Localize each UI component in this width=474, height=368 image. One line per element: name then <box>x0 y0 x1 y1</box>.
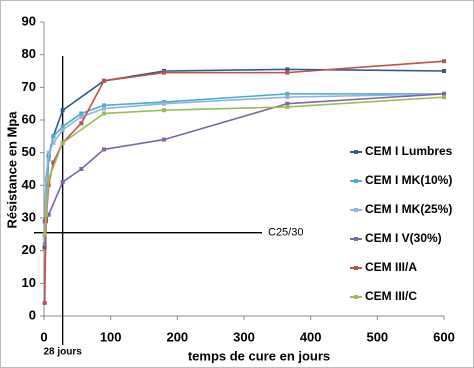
data-point <box>51 134 56 139</box>
data-point <box>42 235 47 240</box>
legend-marker <box>354 237 358 241</box>
x-tick-label: 0 <box>40 329 47 344</box>
data-point <box>79 167 84 171</box>
data-point <box>442 69 446 73</box>
x-tick-label: 400 <box>300 329 322 344</box>
y-tick-label: 10 <box>22 275 36 290</box>
data-point <box>102 106 106 111</box>
data-point <box>44 212 48 217</box>
x-tick-label: 200 <box>166 329 188 344</box>
data-point <box>60 140 65 145</box>
legend-label: CEM I MK(25%) <box>365 202 452 216</box>
data-point <box>60 180 65 185</box>
data-point <box>51 160 56 165</box>
legend-label: CEM I V(30%) <box>365 231 442 245</box>
data-point <box>162 101 166 106</box>
data-point <box>79 121 84 126</box>
legend-marker <box>354 150 358 154</box>
reference-label: C25/30 <box>268 227 303 239</box>
data-point <box>46 212 51 217</box>
data-point <box>60 124 65 129</box>
data-point <box>442 91 446 96</box>
data-point <box>162 70 166 75</box>
data-point <box>44 176 48 181</box>
y-tick-label: 50 <box>22 144 36 159</box>
legend-marker <box>354 208 358 212</box>
data-point <box>285 95 290 100</box>
data-point <box>285 101 290 106</box>
data-point <box>285 67 290 72</box>
data-point <box>79 111 84 116</box>
data-point <box>442 95 446 100</box>
data-point <box>285 91 290 96</box>
data-point <box>162 108 166 113</box>
data-point <box>46 150 51 155</box>
data-point <box>51 140 56 145</box>
y-tick-label: 60 <box>22 111 36 126</box>
y-tick-label: 90 <box>22 13 36 28</box>
legend-label: CEM I Lumbres <box>365 144 453 158</box>
data-point <box>102 103 106 108</box>
series-line <box>43 96 445 235</box>
x-tick-label: 600 <box>433 329 455 344</box>
data-point <box>60 127 65 132</box>
legend-marker <box>354 179 358 183</box>
legend-label: CEM I MK(10%) <box>365 173 452 187</box>
data-point <box>162 137 166 142</box>
y-tick-label: 30 <box>22 209 36 224</box>
legend-marker <box>354 266 358 270</box>
data-point <box>42 242 47 247</box>
data-point <box>42 232 47 237</box>
data-point <box>60 108 65 113</box>
y-tick-label: 20 <box>22 242 36 257</box>
legend-marker <box>354 295 358 299</box>
x-tick-label: 300 <box>233 329 255 344</box>
data-point <box>102 78 106 83</box>
data-point <box>285 104 290 109</box>
data-point <box>285 70 290 75</box>
y-tick-label: 80 <box>22 46 36 61</box>
data-point <box>79 114 84 119</box>
data-point <box>42 245 47 250</box>
y-tick-label: 0 <box>29 307 36 322</box>
data-point <box>102 111 106 116</box>
reference-label: 28 jours <box>43 347 82 358</box>
data-point <box>442 59 446 64</box>
series-line <box>43 93 445 238</box>
y-tick-label: 70 <box>22 79 36 94</box>
x-tick-label: 500 <box>366 329 388 344</box>
legend-label: CEM III/A <box>365 260 417 274</box>
data-point <box>102 147 106 152</box>
x-axis-label: temps de cure en jours <box>188 348 330 363</box>
x-tick-label: 100 <box>100 329 122 344</box>
data-point <box>46 176 51 181</box>
data-point <box>42 300 47 305</box>
y-tick-label: 40 <box>22 177 36 192</box>
y-axis-label: Résistance en Mpa <box>4 111 19 229</box>
legend-label: CEM III/C <box>365 289 417 303</box>
